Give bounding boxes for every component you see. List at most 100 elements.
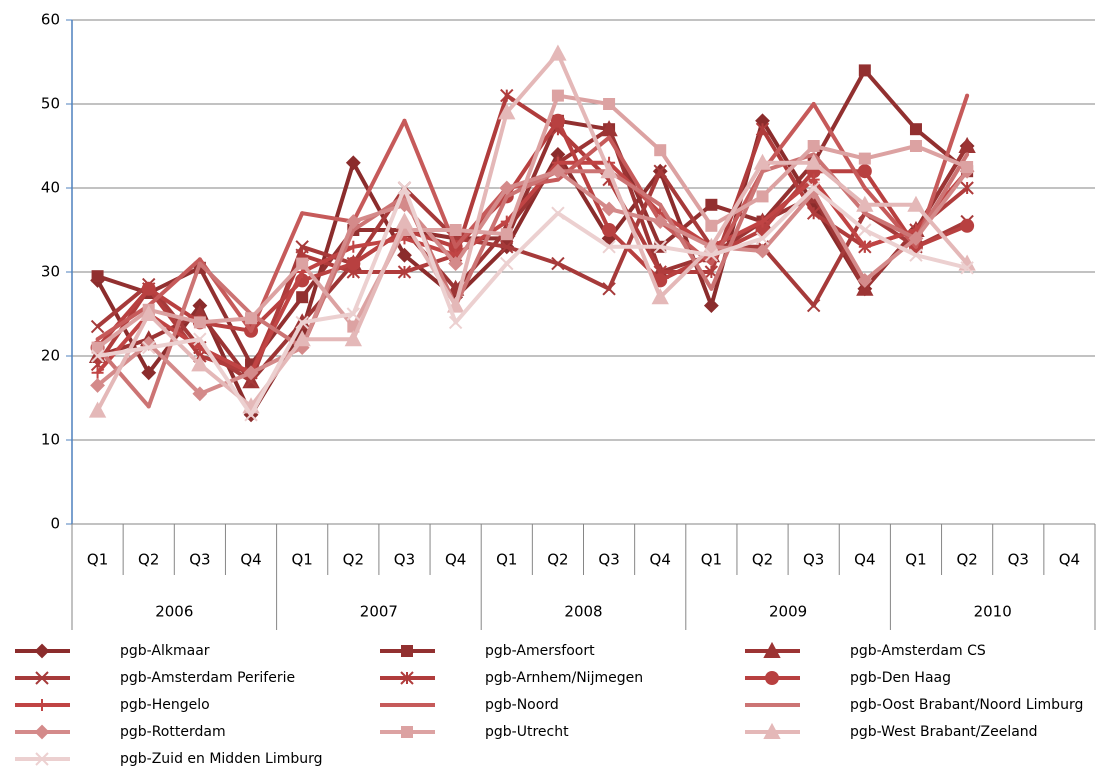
marker	[91, 366, 104, 379]
x-tick-label: Q2	[956, 551, 977, 569]
marker	[550, 163, 566, 179]
legend-item: pgb-Oost Brabant/Noord Limburg	[745, 697, 1083, 713]
legend-label: pgb-Amsterdam CS	[850, 643, 986, 659]
marker	[243, 365, 259, 381]
legend-item: pgb-Rotterdam	[15, 724, 226, 740]
marker	[601, 201, 617, 217]
marker	[191, 355, 209, 372]
marker	[763, 722, 781, 739]
marker	[858, 64, 871, 77]
marker	[90, 377, 105, 393]
marker	[753, 153, 772, 170]
x-tick-label: Q4	[650, 551, 671, 569]
marker	[704, 248, 719, 262]
marker	[500, 88, 514, 103]
legend-label: pgb-Utrecht	[485, 724, 569, 740]
marker	[756, 215, 769, 228]
legend-item: pgb-Amersfoort	[380, 643, 595, 659]
y-tick-label: 50	[41, 95, 60, 113]
point	[95, 337, 100, 342]
marker	[193, 316, 206, 329]
point	[555, 177, 560, 182]
marker	[653, 240, 667, 254]
marker	[755, 231, 770, 246]
marker	[34, 724, 50, 740]
marker	[500, 256, 514, 271]
marker	[907, 195, 925, 212]
series-line	[96, 93, 968, 350]
marker	[448, 256, 464, 272]
marker	[806, 298, 821, 313]
marker	[806, 206, 821, 220]
legend-label: pgb-West Brabant/Zeeland	[850, 724, 1038, 740]
marker	[909, 140, 922, 152]
marker	[600, 162, 618, 179]
marker	[346, 307, 361, 321]
legend-item: pgb-Den Haag	[745, 670, 951, 686]
legend-label: pgb-Noord	[485, 697, 559, 713]
legend-item: pgb-Zuid en Midden Limburg	[15, 751, 323, 767]
x-tick-label: Q4	[1059, 551, 1080, 569]
x-tick-label: Q2	[752, 551, 773, 569]
y-tick-label: 0	[50, 515, 60, 533]
marker	[763, 641, 781, 658]
point	[965, 93, 970, 98]
y-tick-label: 30	[41, 263, 60, 281]
x-tick-label: Q1	[291, 551, 312, 569]
marker	[600, 120, 618, 137]
marker	[961, 161, 974, 173]
legend-label: pgb-Alkmaar	[120, 643, 210, 659]
marker	[90, 349, 105, 363]
point	[913, 244, 918, 249]
marker	[856, 279, 874, 296]
x-tick-label: Q3	[189, 551, 210, 569]
marker	[293, 330, 311, 347]
legend-label: pgb-Hengelo	[120, 697, 210, 713]
series	[90, 88, 974, 380]
legend-label: pgb-Amsterdam Periferie	[120, 670, 295, 686]
marker	[909, 123, 922, 136]
legend-label: pgb-Rotterdam	[120, 724, 226, 740]
series-line	[96, 94, 970, 341]
marker	[90, 319, 105, 334]
marker	[857, 272, 873, 288]
point	[504, 194, 509, 199]
x-tick-label: Q4	[445, 551, 466, 569]
marker	[296, 257, 309, 270]
marker	[756, 190, 769, 203]
marker	[602, 223, 617, 237]
point	[197, 257, 202, 262]
series	[90, 181, 974, 422]
x-tick-label: Q1	[905, 551, 926, 569]
series	[95, 93, 970, 342]
marker	[858, 223, 872, 237]
legend-label: pgb-Oost Brabant/Noord Limburg	[850, 697, 1083, 713]
x-group-label: 2006	[155, 603, 193, 621]
legend-item: pgb-Utrecht	[380, 724, 569, 740]
marker	[765, 671, 779, 685]
series-line	[96, 152, 969, 409]
marker	[500, 228, 513, 241]
marker	[551, 89, 564, 102]
marker	[397, 247, 412, 263]
marker	[141, 281, 156, 296]
marker	[347, 240, 360, 253]
marker	[345, 214, 361, 230]
x-tick-label: Q3	[1008, 551, 1029, 569]
x-tick-label: Q4	[854, 551, 875, 569]
x-group-label: 2008	[564, 603, 602, 621]
legend-label: pgb-Zuid en Midden Limburg	[120, 751, 323, 767]
point	[249, 328, 254, 333]
legend-item: pgb-Noord	[380, 697, 559, 713]
x-group-label: 2009	[769, 603, 807, 621]
marker	[807, 173, 820, 186]
y-tick-label: 10	[41, 431, 60, 449]
marker	[192, 386, 208, 402]
x-tick-label: Q1	[496, 551, 517, 569]
y-tick-label: 60	[41, 11, 60, 29]
marker	[91, 270, 104, 283]
legend: pgb-Alkmaar pgb-Amersfoort pgb-Amsterdam C…	[15, 641, 1083, 767]
marker	[958, 136, 976, 153]
marker	[245, 312, 258, 325]
x-group-label: 2010	[974, 603, 1012, 621]
